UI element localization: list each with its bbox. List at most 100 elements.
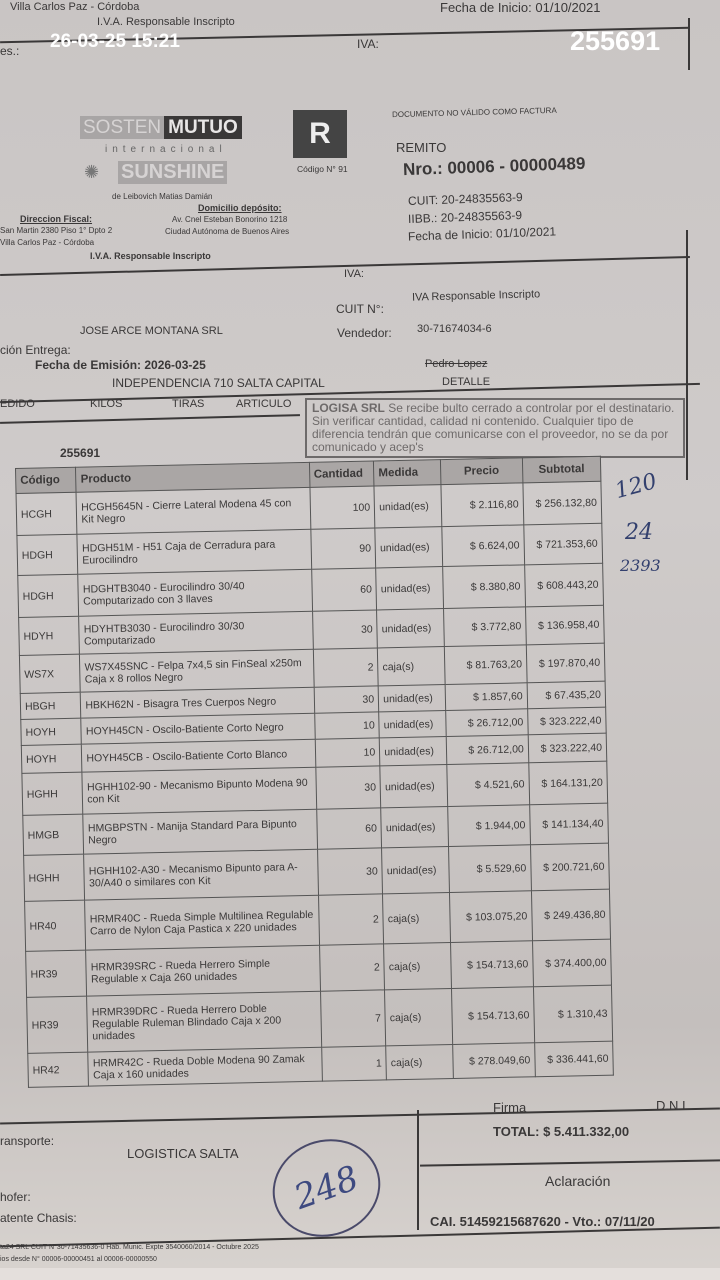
- cell-precio: $ 1.857,60: [444, 682, 528, 711]
- cell-codigo: HR42: [27, 1052, 89, 1088]
- cell-subtotal: $ 1.310,43: [533, 985, 613, 1043]
- cell-cantidad: 1: [321, 1045, 387, 1082]
- cell-precio: $ 8.380,80: [442, 564, 526, 609]
- cell-medida: unidad(es): [374, 484, 442, 528]
- fiscal-line2: Villa Carlos Paz - Córdoba: [0, 238, 95, 247]
- cell-producto: HDGH51M - H51 Caja de Cerradura para Eur…: [77, 529, 312, 575]
- cell-cantidad: 100: [309, 485, 376, 530]
- handwritten-note: 120: [612, 468, 660, 505]
- client-iva-label: IVA:: [344, 268, 364, 280]
- col-header-cantidad: Cantidad: [309, 460, 375, 488]
- cell-producto: HDYHTB3030 - Eurocilindro 30/30 Computar…: [79, 611, 313, 655]
- cai: CAI. 51459215687620 - Vto.: 07/11/20: [430, 1214, 655, 1229]
- col-tiras: TIRAS: [172, 398, 205, 410]
- company-logo: SOSTEN MUTUO: [80, 116, 242, 139]
- divider: [0, 414, 300, 424]
- cell-precio: $ 3.772,80: [443, 606, 527, 647]
- cell-cantidad: 30: [315, 765, 381, 810]
- reception-stamp: LOGISA SRL Se recibe bulto cerrado a con…: [305, 398, 685, 458]
- cell-precio: $ 4.521,60: [446, 762, 530, 807]
- cell-precio: $ 81.763,20: [444, 644, 527, 685]
- cell-medida: unidad(es): [378, 684, 446, 712]
- stamp-text: Se recibe bulto cerrado a controlar por …: [312, 401, 675, 454]
- cell-cantidad: 7: [320, 989, 386, 1048]
- col-header-precio: Precio: [440, 457, 523, 485]
- logo-sub: internacional: [105, 144, 227, 155]
- cuit-label: CUIT N°:: [336, 302, 384, 316]
- cell-producto: HRMR39DRC - Rueda Herrero Doble Regulabl…: [86, 991, 322, 1053]
- cell-precio: $ 103.075,20: [449, 890, 533, 943]
- cell-precio: $ 6.624,00: [441, 524, 525, 567]
- cell-medida: unidad(es): [376, 608, 445, 648]
- cell-cantidad: 2: [312, 647, 379, 688]
- client-name: JOSE ARCE MONTANA SRL: [80, 325, 223, 337]
- cell-subtotal: $ 323.222,40: [527, 733, 607, 763]
- codigo: Código N° 91: [297, 164, 348, 174]
- fecha-emision: Fecha de Emisión: 2026-03-25: [35, 358, 206, 372]
- dni-label: D.N.I.: [656, 1098, 690, 1113]
- cell-precio: $ 1.944,00: [447, 804, 531, 847]
- cell-precio: $ 5.529,60: [448, 844, 532, 893]
- col-header-medida: Medida: [373, 459, 441, 486]
- vendedor-label: Vendedor:: [337, 326, 392, 340]
- cell-subtotal: $ 200.721,60: [530, 843, 610, 891]
- cell-subtotal: $ 164.131,20: [528, 761, 608, 805]
- firma-label: Firma: [493, 1100, 527, 1115]
- cell-subtotal: $ 374.400,00: [532, 939, 612, 987]
- cell-cantidad: 10: [314, 711, 380, 740]
- delivery-address: INDEPENDENCIA 710 SALTA CAPITAL: [112, 376, 325, 390]
- cell-medida: unidad(es): [375, 566, 444, 610]
- cell-medida: unidad(es): [379, 736, 447, 766]
- cell-subtotal: $ 141.134,40: [529, 803, 609, 845]
- header-iva: I.V.A. Responsable Inscripto: [90, 251, 211, 261]
- timestamp-overlay: 26-03-25 15:21: [50, 31, 180, 52]
- aclaracion-label: Aclaración: [545, 1173, 611, 1189]
- cell-cantidad: 30: [313, 685, 379, 714]
- divider: [686, 230, 688, 480]
- fecha-inicio: Fecha de Inicio: 01/10/2021: [407, 224, 557, 244]
- cell-codigo: HDYH: [18, 616, 80, 656]
- cell-precio: $ 2.116,80: [440, 482, 524, 527]
- cell-codigo: HBGH: [20, 692, 82, 720]
- not-valid-note: DOCUMENTO NO VÁLIDO COMO FACTURA: [391, 105, 557, 120]
- cell-precio: $ 154.713,60: [451, 986, 535, 1045]
- cell-subtotal: $ 323.222,40: [527, 707, 607, 735]
- sun-icon: ✺: [84, 162, 100, 182]
- cell-medida: caja(s): [377, 646, 445, 686]
- cell-cantidad: 30: [317, 847, 383, 896]
- iva-label-cut: IVA:: [357, 37, 379, 51]
- letter-r-box: R: [293, 110, 347, 158]
- stamp-title: LOGISA SRL: [312, 401, 385, 415]
- label-cut: es.:: [0, 44, 20, 58]
- cuit: CUIT: 20-24835563-9: [407, 190, 523, 208]
- fiscal-line1: San Martin 2380 Piso 1° Dpto 2: [0, 226, 113, 235]
- cell-subtotal: $ 256.132,80: [522, 481, 602, 525]
- cell-codigo: HOYH: [21, 744, 83, 774]
- divider: [417, 1110, 419, 1230]
- pedido-number: 255691: [60, 446, 101, 460]
- cell-codigo: HR39: [25, 950, 87, 998]
- address-cut: Villa Carlos Paz - Córdoba: [10, 1, 140, 13]
- fiscal-title: Direccion Fiscal:: [20, 214, 93, 224]
- cell-producto: HMGBPSTN - Manija Standard Para Bipunto …: [83, 809, 318, 855]
- cell-subtotal: $ 197.870,40: [526, 643, 606, 683]
- col-articulo: ARTICULO: [236, 398, 292, 410]
- cell-medida: caja(s): [384, 988, 453, 1046]
- handwritten-circled-number: 248: [258, 1124, 395, 1252]
- cell-precio: $ 154.713,60: [450, 940, 534, 989]
- cell-medida: caja(s): [385, 1044, 454, 1080]
- cell-subtotal: $ 249.436,80: [531, 889, 611, 941]
- cell-subtotal: $ 721.353,60: [523, 523, 603, 565]
- cell-cantidad: 30: [312, 609, 378, 650]
- deposito-line2: Ciudad Autónoma de Buenos Aires: [165, 227, 290, 236]
- cell-subtotal: $ 608.443,20: [524, 563, 604, 607]
- cell-medida: unidad(es): [380, 764, 448, 808]
- transporte-value: LOGISTICA SALTA: [127, 1146, 239, 1161]
- brand-logo: SUNSHINE: [118, 161, 228, 184]
- cell-subtotal: $ 67.435,20: [526, 681, 606, 709]
- remito-number: Nro.: 00006 - 00000489: [402, 153, 586, 180]
- detalle-label: DETALLE: [442, 376, 491, 388]
- vendedor-value: 30-71674034-6: [417, 323, 492, 335]
- cell-cantidad: 60: [316, 807, 382, 850]
